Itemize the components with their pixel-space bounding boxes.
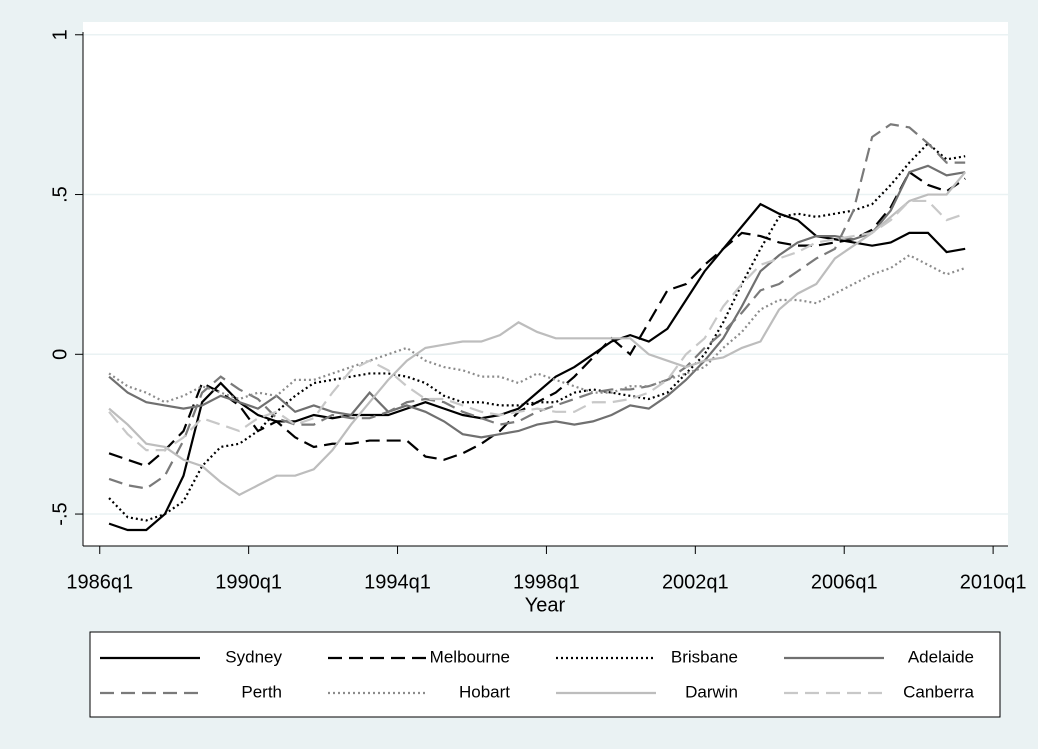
legend: Sydney Melbourne Brisbane Adelaide Perth Hoba… [100, 647, 975, 701]
y-tick-label: 0 [49, 349, 71, 360]
x-tick-label: 2010q1 [960, 571, 1027, 593]
legend-label: Brisbane [671, 647, 738, 666]
y-tick-label: 1 [49, 29, 71, 40]
x-tick-label: 1986q1 [66, 571, 133, 593]
x-tick-label: 1990q1 [215, 571, 282, 593]
legend-label: Canberra [903, 682, 974, 701]
x-axis-title: Year [525, 594, 566, 616]
legend-label: Darwin [685, 682, 738, 701]
y-tick-label: -.5 [49, 502, 71, 525]
x-tick-label: 2006q1 [811, 571, 878, 593]
y-tick-label: .5 [49, 186, 71, 203]
plot-area [83, 22, 1008, 546]
legend-label: Perth [241, 682, 282, 701]
legend-label: Melbourne [430, 647, 510, 666]
legend-box [89, 631, 1001, 718]
x-tick-label: 1994q1 [364, 571, 431, 593]
series-line [108, 199, 966, 452]
series-line [108, 171, 967, 497]
series-line [108, 164, 966, 439]
legend-label: Hobart [459, 682, 510, 701]
legend-label: Adelaide [908, 647, 974, 666]
legend-label: Sydney [225, 647, 282, 666]
series-line [108, 253, 966, 404]
x-tick-label: 2002q1 [662, 571, 729, 593]
series-line [108, 141, 966, 522]
x-tick-label: 1998q1 [513, 571, 580, 593]
